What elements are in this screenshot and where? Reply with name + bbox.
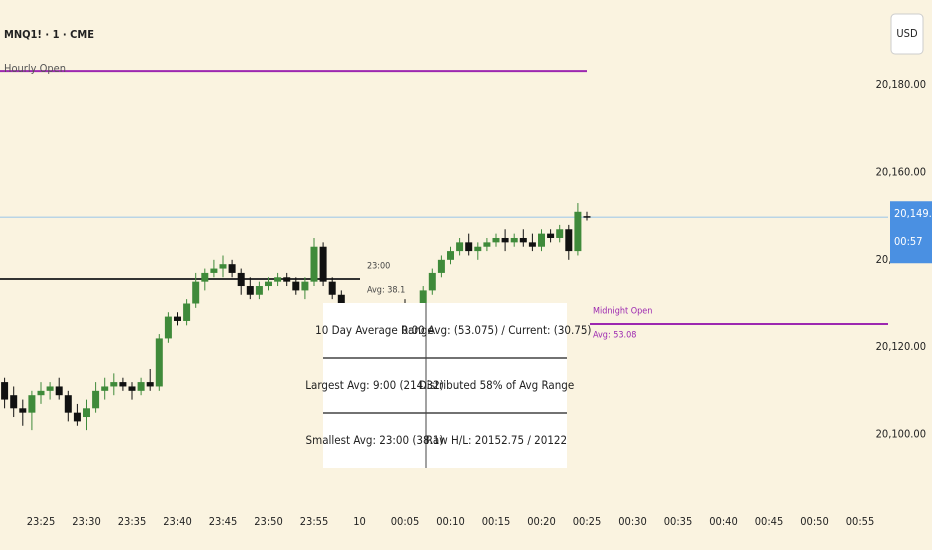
x-tick-label: 00:30 (618, 515, 647, 528)
candle-body (565, 229, 573, 252)
x-tick-label: 00:10 (436, 515, 465, 528)
candle-body (246, 286, 254, 295)
candle-body (64, 395, 72, 413)
candle-body (501, 237, 509, 243)
candle-body (101, 386, 109, 391)
y-tick-label: 20,160.00 (876, 165, 926, 178)
x-tick-label: 23:30 (72, 515, 101, 528)
level-label: Hourly Open (4, 62, 66, 75)
candle-body (556, 229, 564, 238)
candle-body (174, 316, 181, 321)
candle-body (510, 237, 518, 243)
table-cell: Distributed 58% of Avg Range (419, 378, 575, 392)
table-cell: 0:00 Avg: (53.075) / Current: (30.75) (402, 323, 592, 337)
candle-body (265, 281, 272, 287)
candle-body (301, 281, 309, 291)
candle-body (128, 386, 136, 391)
candle-body (55, 386, 63, 396)
table-cell: Largest Avg: 9:00 (214.32) (305, 378, 443, 392)
candle-body (155, 338, 163, 387)
candle-body (328, 281, 336, 295)
candle-body (474, 246, 482, 252)
chart-title: MNQ1! · 1 · CME (4, 28, 94, 41)
candle-body (456, 242, 464, 252)
x-tick-label: 00:40 (709, 515, 738, 528)
candle-body (492, 237, 500, 243)
candle-body (219, 264, 227, 269)
candle-body (310, 246, 318, 282)
x-tick-label: 00:50 (800, 515, 829, 528)
countdown-label: 00:57 (894, 235, 923, 248)
x-tick-label: 00:05 (391, 515, 420, 528)
candle-body (28, 395, 36, 413)
candle-body (110, 382, 118, 387)
y-tick-label: 20,180.00 (876, 78, 926, 91)
x-tick-label: 23:50 (254, 515, 283, 528)
candle-body (283, 277, 291, 282)
candle-body (255, 286, 263, 295)
x-tick-label: 00:45 (755, 515, 784, 528)
candle-body (428, 272, 436, 291)
candle-body (528, 242, 536, 247)
table-bg (323, 303, 567, 468)
candle-body (210, 268, 218, 273)
x-tick-label: 00:15 (482, 515, 511, 528)
x-tick-label: 23:35 (118, 515, 147, 528)
candle-body (447, 251, 454, 260)
candle-body (292, 281, 300, 291)
candle-body (547, 233, 555, 238)
y-tick-label: 20,100.00 (876, 427, 926, 440)
candle-body (10, 395, 18, 409)
candle-body (228, 264, 236, 273)
x-tick-label: 00:20 (527, 515, 556, 528)
candle-body (192, 281, 200, 304)
candle-body (137, 382, 145, 391)
candle-body (538, 233, 545, 247)
x-tick-label: 00:35 (664, 515, 693, 528)
candle-body (146, 382, 154, 387)
candle-body (46, 386, 54, 391)
x-tick-label: 00:55 (846, 515, 875, 528)
candle-body (183, 303, 191, 321)
x-tick-label: 23:40 (163, 515, 192, 528)
candle-body (483, 242, 491, 247)
level-label: 23:00 (367, 262, 390, 272)
level-note: Avg: 38.1 (367, 286, 405, 296)
y-tick-label: 20,120.00 (876, 340, 926, 353)
candle-body (164, 316, 172, 339)
level-note: Avg: 53.08 (593, 331, 636, 341)
candle-body (274, 277, 282, 282)
candle-body (73, 412, 81, 422)
candle-body (583, 216, 591, 218)
level-label: Midnight Open (593, 307, 652, 317)
candle-body (201, 272, 209, 282)
candle-body (574, 211, 582, 252)
candle-body (19, 408, 27, 413)
candle-body (83, 408, 90, 418)
x-tick-label: 23:55 (300, 515, 329, 528)
currency-button[interactable] (890, 13, 924, 55)
table-cell: Smallest Avg: 23:00 (38.1) (306, 433, 444, 447)
table-cell: Raw H/L: 20152.75 / 20122 (426, 433, 567, 447)
price-label: 20,149.75 (894, 207, 932, 220)
x-tick-label: 00:25 (573, 515, 602, 528)
candle-body (319, 246, 327, 282)
price-label-bg (890, 201, 932, 264)
candle-body (92, 390, 100, 409)
x-tick-label: 23:45 (209, 515, 238, 528)
candle-body (1, 382, 9, 400)
candle-body (437, 259, 445, 273)
candle-body (119, 382, 127, 387)
currency[interactable]: USD (896, 27, 918, 40)
candle-body (37, 390, 45, 396)
x-tick-label: 10 (353, 515, 366, 528)
candle-body (465, 242, 473, 252)
candle-body (237, 272, 245, 287)
table-cell: 10 Day Average Range (315, 323, 434, 337)
candle-body (519, 237, 527, 243)
x-tick-label: 23:25 (27, 515, 56, 528)
